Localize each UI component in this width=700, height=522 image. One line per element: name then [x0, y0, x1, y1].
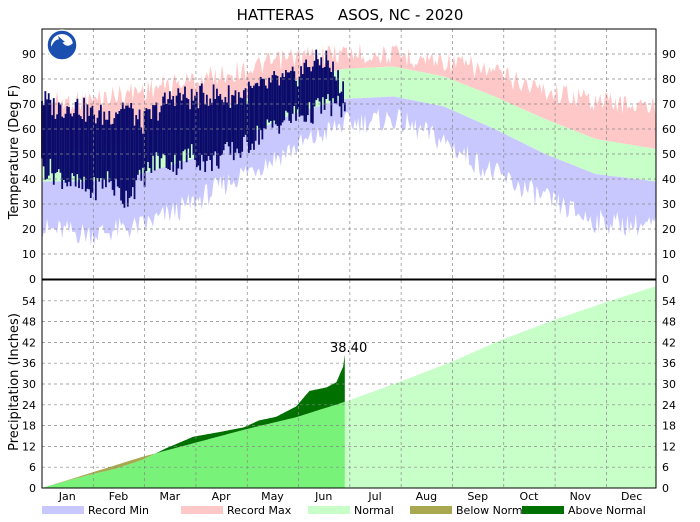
temperature-tick-label-left: 10	[22, 248, 36, 261]
precipitation-frame	[41, 279, 657, 489]
month-label: Mar	[159, 490, 180, 503]
temperature-tick-label-left: 90	[22, 48, 36, 61]
precipitation-tick-label-left: 18	[22, 420, 36, 433]
month-label: Aug	[416, 490, 437, 503]
temperature-tick-label-right: 20	[662, 223, 676, 236]
temperature-axis-label: Temperature (Deg F)	[7, 85, 22, 221]
precipitation-tick-label-right: 0	[662, 482, 669, 495]
temperature-tick-label-left: 80	[22, 73, 36, 86]
legend-label: Normal	[354, 504, 394, 517]
temperature-tick-label-left: 50	[22, 148, 36, 161]
precipitation-tick-label-left: 30	[22, 378, 36, 391]
temperature-tick-label-left: 0	[29, 273, 36, 286]
observed-temperature-series	[41, 49, 346, 208]
temperature-frame	[41, 28, 657, 280]
precipitation-tick-label-right: 42	[662, 336, 676, 349]
legend-swatch	[42, 506, 84, 514]
precipitation-tick-label-left: 36	[22, 357, 36, 370]
month-label: Jan	[58, 490, 76, 503]
precipitation-tick-label-right: 18	[662, 420, 676, 433]
temperature-tick-label-right: 0	[662, 273, 669, 286]
month-label: Apr	[212, 490, 232, 503]
temperature-tick-label-right: 40	[662, 173, 676, 186]
precipitation-panel: 0 0 6 6 12 12 18 18 24 24 30 30 36 36 42 42 48 48 54 54	[22, 279, 676, 495]
temperature-panel: 0 0 10 10 20 20 30 30 40 40 50 50 60 60 70 70 80 80 90 90	[22, 28, 676, 286]
temperature-tick-label-left: 60	[22, 123, 36, 136]
month-label: Jul	[367, 490, 381, 503]
precipitation-tick-label-right: 6	[662, 461, 669, 474]
temperature-tick-label-left: 20	[22, 223, 36, 236]
precip-normal-future	[344, 286, 656, 488]
legend-swatch	[308, 506, 350, 514]
month-label: May	[261, 490, 284, 503]
precipitation-axis-label: Precipitation (Inches)	[7, 313, 22, 451]
temperature-tick-label-left: 30	[22, 198, 36, 211]
noaa-logo-icon	[46, 29, 78, 61]
temperature-tick-label-right: 70	[662, 98, 676, 111]
precipitation-tick-label-left: 48	[22, 316, 36, 329]
temperature-tick-label-left: 40	[22, 173, 36, 186]
legend-swatch	[410, 506, 452, 514]
final-precip-label: 38.40	[330, 341, 367, 356]
precipitation-tick-label-right: 54	[662, 295, 676, 308]
legend-label: Record Min	[88, 504, 149, 517]
month-label: Feb	[109, 490, 128, 503]
precipitation-tick-label-left: 12	[22, 440, 36, 453]
record-min-band	[42, 96, 656, 247]
precipitation-tick-label-right: 36	[662, 357, 676, 370]
precipitation-tick-label-left: 6	[29, 461, 36, 474]
month-label: Jun	[314, 490, 332, 503]
month-label: Oct	[519, 490, 539, 503]
temperature-tick-label-right: 50	[662, 148, 676, 161]
precipitation-tick-label-left: 24	[22, 399, 36, 412]
month-label: Nov	[570, 490, 592, 503]
precipitation-tick-label-right: 48	[662, 316, 676, 329]
legend-label: Record Max	[227, 504, 292, 517]
temperature-tick-label-right: 90	[662, 48, 676, 61]
precipitation-tick-label-right: 12	[662, 440, 676, 453]
temperature-tick-label-right: 10	[662, 248, 676, 261]
month-label: Dec	[621, 490, 642, 503]
precip-below-normal	[42, 401, 345, 488]
precipitation-tick-label-right: 24	[662, 399, 676, 412]
legend-swatch	[522, 506, 564, 514]
precip-normal-observed-period	[42, 401, 345, 488]
legend-label: Below Normal	[456, 504, 532, 517]
legend-swatch	[181, 506, 223, 514]
legend-label: Above Normal	[568, 504, 646, 517]
month-axis: Jan Feb Mar Apr May Jun Jul Aug Sep Oct Nov Dec	[58, 490, 643, 503]
precipitation-tick-label-right: 30	[662, 378, 676, 391]
temperature-tick-label-right: 60	[662, 123, 676, 136]
precipitation-tick-label-left: 0	[29, 482, 36, 495]
temperature-tick-label-right: 80	[662, 73, 676, 86]
precipitation-tick-label-left: 42	[22, 336, 36, 349]
chart-title: HATTERAS ASOS, NC - 2020	[237, 6, 464, 24]
temperature-tick-label-right: 30	[662, 198, 676, 211]
month-label: Sep	[467, 490, 488, 503]
legend: Record Min Record Max Normal Below Normal Ab…	[42, 504, 646, 517]
temperature-tick-label-left: 70	[22, 98, 36, 111]
precipitation-tick-label-left: 54	[22, 295, 36, 308]
